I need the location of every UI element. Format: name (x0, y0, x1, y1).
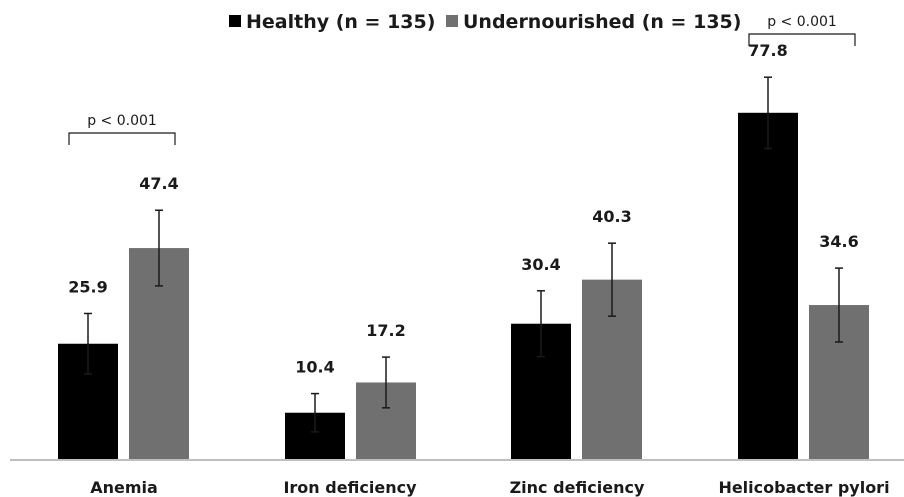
legend-swatch-healthy (229, 15, 241, 27)
bar-healthy-helicobacter-pylori (738, 112, 798, 459)
x-tick-label-helicobacter-pylori: Helicobacter pylori (718, 478, 889, 497)
data-label-healthy-zinc-deficiency: 30.4 (521, 255, 560, 274)
significance-label-helicobacter-pylori: p < 0.001 (767, 14, 837, 30)
category-labels: Anemia Iron deficiency Zinc deficiency H… (90, 478, 889, 497)
data-label-undernourished-anemia: 47.4 (139, 174, 178, 193)
significance-bracket-anemia (68, 132, 176, 145)
data-label-undernourished-iron-deficiency: 17.2 (366, 321, 405, 340)
legend-label-undernourished: Undernourished (n = 135) (463, 11, 741, 33)
significance-annotations: p < 0.001 p < 0.001 (68, 14, 856, 145)
data-label-healthy-iron-deficiency: 10.4 (295, 358, 334, 377)
data-label-undernourished-zinc-deficiency: 40.3 (592, 207, 631, 226)
significance-label-anemia: p < 0.001 (87, 113, 157, 129)
x-tick-label-iron-deficiency: Iron deficiency (283, 478, 417, 497)
data-label-healthy-anemia: 25.9 (68, 277, 107, 296)
legend-label-healthy: Healthy (n = 135) (246, 11, 435, 33)
data-label-healthy-helicobacter-pylori: 77.8 (748, 41, 787, 60)
significance-bracket-helicobacter-pylori (748, 33, 856, 46)
x-tick-label-zinc-deficiency: Zinc deficiency (510, 478, 645, 497)
data-label-undernourished-helicobacter-pylori: 34.6 (819, 232, 858, 251)
legend-swatch-undernourished (446, 15, 458, 27)
legend: Healthy (n = 135) Undernourished (n = 13… (229, 11, 741, 33)
bars: 25.9 10.4 30.4 77.8 47.4 17.2 40.3 34.6 (58, 41, 869, 459)
x-tick-label-anemia: Anemia (90, 478, 158, 497)
